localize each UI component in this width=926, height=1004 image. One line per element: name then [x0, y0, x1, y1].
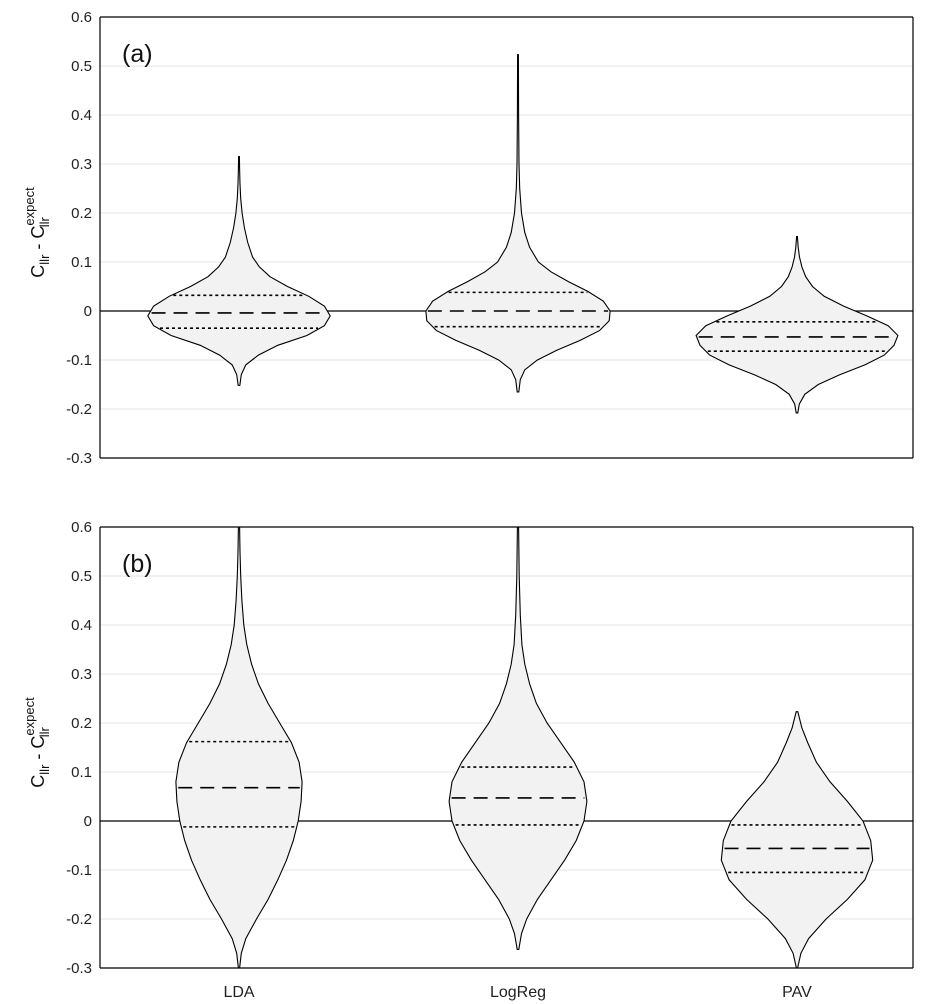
y-label-part: C [28, 265, 48, 278]
violin-pav [695, 235, 899, 414]
y-axis-label: Cllr - Cexpectllr [22, 697, 52, 788]
y-tick-label: 0.2 [71, 205, 92, 222]
y-tick-label: 0.6 [71, 9, 92, 26]
y-tick-label: 0 [84, 813, 92, 830]
violin-pav [720, 711, 874, 969]
y-tick-label: -0.2 [66, 911, 92, 928]
y-label-part: llr [37, 727, 52, 738]
y-label-part: C [28, 736, 48, 749]
x-tick-label: PAV [782, 984, 812, 1001]
panel-label: (a) [122, 40, 153, 68]
y-label-part: llr [37, 764, 52, 775]
panel-a: 0.6 0.5 0.4 0.3 0.2 0.1 0 -0.1 -0.2 -0.3 (a) Cllr -… [22, 9, 914, 467]
y-label-part: C [28, 775, 48, 788]
y-tick-label: 0.5 [71, 568, 92, 585]
y-tick-label: 0.3 [71, 156, 92, 173]
y-tick-label: -0.3 [66, 450, 92, 467]
violin-lda [147, 156, 331, 387]
y-tick-label: 0.5 [71, 58, 92, 75]
x-tick-label: LDA [223, 984, 254, 1001]
y-tick-label: 0.4 [71, 107, 92, 124]
panel-b: 0.6 0.5 0.4 0.3 0.2 0.1 0 -0.1 -0.2 -0.3 (b) Cllr -… [22, 519, 914, 1001]
y-tick-label: 0.1 [71, 764, 92, 781]
y-label-part: C [28, 226, 48, 239]
y-tick-label: -0.3 [66, 960, 92, 977]
y-label-part: expect [22, 187, 37, 226]
y-tick-label: -0.2 [66, 401, 92, 418]
y-label-part: - [28, 749, 48, 765]
y-tick-label: -0.1 [66, 862, 92, 879]
y-label-part: llr [37, 254, 52, 265]
y-label-part: llr [37, 217, 52, 228]
y-tick-label: 0.1 [71, 254, 92, 271]
violin-lda [175, 526, 303, 969]
y-tick-label: -0.1 [66, 352, 92, 369]
y-label-part: expect [22, 697, 37, 736]
y-tick-label: 0.6 [71, 519, 92, 536]
y-tick-label: 0.2 [71, 715, 92, 732]
x-tick-label: LogReg [490, 984, 546, 1001]
y-label-part: - [28, 239, 48, 255]
panel-label: (b) [122, 550, 153, 578]
violin-logreg [425, 54, 611, 393]
y-axis-label: Cllr - Cexpectllr [22, 187, 52, 278]
violin-logreg [448, 526, 588, 950]
y-tick-label: 0.4 [71, 617, 92, 634]
y-tick-label: 0 [84, 303, 92, 320]
y-tick-label: 0.3 [71, 666, 92, 683]
